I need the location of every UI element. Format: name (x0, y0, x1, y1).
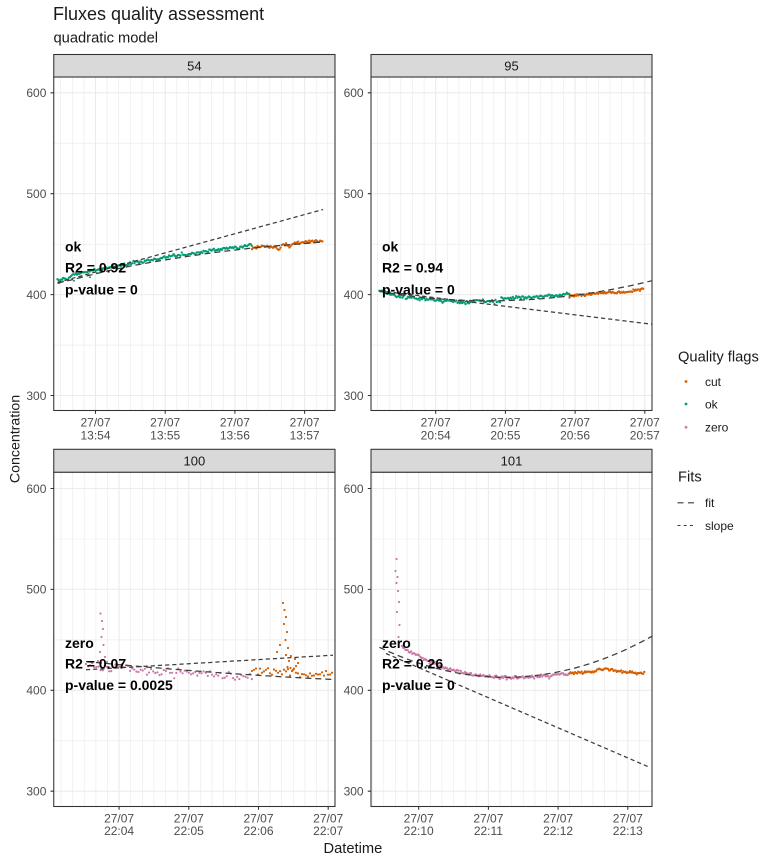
svg-text:27/07: 27/07 (560, 415, 590, 429)
svg-text:Datetime: Datetime (324, 841, 383, 857)
svg-text:13:57: 13:57 (290, 428, 320, 442)
svg-text:R2 = 0.26: R2 = 0.26 (382, 656, 443, 672)
svg-text:22:10: 22:10 (404, 824, 434, 838)
svg-text:400: 400 (26, 684, 46, 698)
svg-text:22:13: 22:13 (613, 824, 643, 838)
svg-text:101: 101 (501, 454, 523, 469)
svg-text:27/07: 27/07 (473, 811, 503, 825)
svg-text:300: 300 (344, 389, 364, 403)
svg-text:p-value = 0: p-value = 0 (382, 281, 455, 297)
svg-text:slope: slope (705, 519, 734, 533)
svg-text:22:05: 22:05 (174, 824, 204, 838)
svg-text:600: 600 (26, 86, 46, 100)
svg-text:100: 100 (184, 454, 206, 469)
svg-text:20:54: 20:54 (421, 428, 451, 442)
svg-text:13:56: 13:56 (220, 428, 250, 442)
svg-text:zero: zero (705, 421, 729, 435)
svg-text:27/07: 27/07 (421, 415, 451, 429)
svg-text:400: 400 (344, 684, 364, 698)
svg-text:27/07: 27/07 (174, 811, 204, 825)
svg-text:500: 500 (344, 583, 364, 597)
svg-text:R2 = 0.92: R2 = 0.92 (65, 260, 126, 276)
svg-text:95: 95 (504, 59, 518, 74)
svg-text:400: 400 (344, 288, 364, 302)
svg-text:500: 500 (344, 187, 364, 201)
svg-text:zero: zero (382, 635, 411, 651)
svg-text:R2 = 0.07: R2 = 0.07 (65, 656, 126, 672)
svg-text:20:56: 20:56 (560, 428, 590, 442)
svg-text:22:12: 22:12 (543, 824, 573, 838)
svg-text:zero: zero (65, 635, 94, 651)
svg-text:22:04: 22:04 (104, 824, 134, 838)
svg-text:400: 400 (26, 288, 46, 302)
svg-text:27/07: 27/07 (243, 811, 273, 825)
svg-text:27/07: 27/07 (104, 811, 134, 825)
svg-text:27/07: 27/07 (404, 811, 434, 825)
svg-text:27/07: 27/07 (150, 415, 180, 429)
svg-text:27/07: 27/07 (80, 415, 110, 429)
svg-text:300: 300 (26, 389, 46, 403)
svg-text:p-value = 0: p-value = 0 (65, 281, 138, 297)
svg-text:500: 500 (26, 583, 46, 597)
svg-text:ok: ok (65, 239, 82, 255)
svg-text:54: 54 (187, 59, 201, 74)
svg-text:300: 300 (344, 785, 364, 799)
svg-text:22:07: 22:07 (313, 824, 343, 838)
svg-text:Fits: Fits (678, 469, 702, 485)
svg-text:27/07: 27/07 (490, 415, 520, 429)
svg-text:600: 600 (344, 86, 364, 100)
svg-text:20:57: 20:57 (630, 428, 660, 442)
svg-text:500: 500 (26, 187, 46, 201)
svg-text:27/07: 27/07 (630, 415, 660, 429)
svg-text:27/07: 27/07 (543, 811, 573, 825)
svg-text:ok: ok (705, 397, 719, 411)
svg-text:13:54: 13:54 (80, 428, 110, 442)
svg-text:R2 = 0.94: R2 = 0.94 (382, 260, 443, 276)
svg-text:27/07: 27/07 (613, 811, 643, 825)
svg-text:13:55: 13:55 (150, 428, 180, 442)
svg-text:27/07: 27/07 (313, 811, 343, 825)
svg-text:cut: cut (705, 375, 722, 389)
svg-text:27/07: 27/07 (220, 415, 250, 429)
svg-text:300: 300 (26, 785, 46, 799)
svg-text:20:55: 20:55 (490, 428, 520, 442)
svg-text:quadratic model: quadratic model (54, 31, 159, 47)
svg-text:Quality flags: Quality flags (678, 350, 759, 366)
svg-text:600: 600 (344, 482, 364, 496)
svg-text:Concentration: Concentration (8, 395, 24, 483)
svg-text:27/07: 27/07 (290, 415, 320, 429)
svg-text:ok: ok (382, 239, 399, 255)
svg-text:22:11: 22:11 (474, 824, 503, 838)
svg-text:p-value = 0: p-value = 0 (382, 677, 455, 693)
svg-text:22:06: 22:06 (243, 824, 273, 838)
svg-text:fit: fit (705, 496, 715, 510)
svg-text:600: 600 (26, 482, 46, 496)
svg-text:p-value = 0.0025: p-value = 0.0025 (65, 677, 173, 693)
svg-text:Fluxes quality assessment: Fluxes quality assessment (53, 4, 264, 24)
